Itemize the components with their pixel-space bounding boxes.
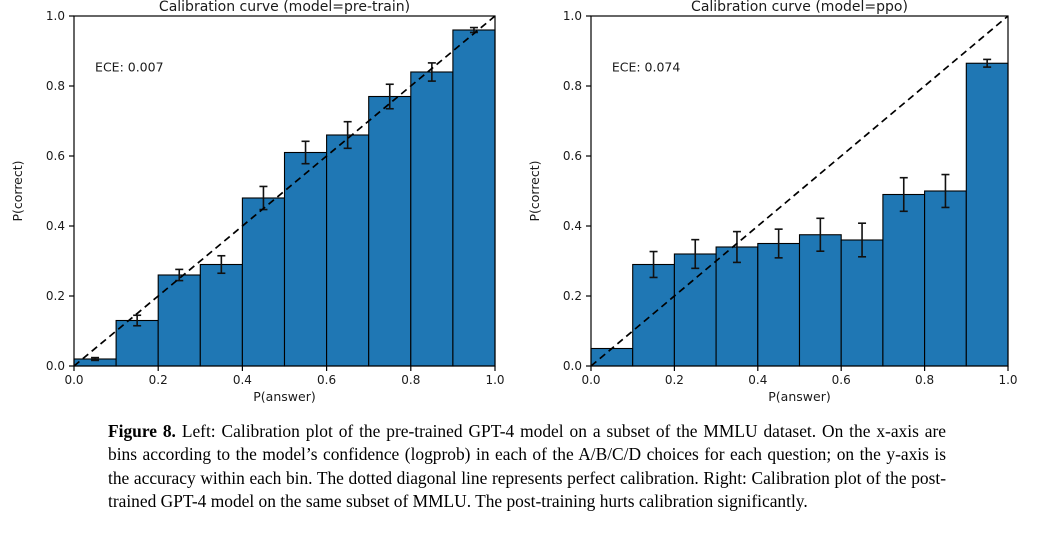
bar — [673, 253, 717, 367]
chart-title: Calibration curve (model=ppo) — [691, 0, 908, 15]
y-tick-label: 1.0 — [563, 9, 582, 23]
y-tick-label: 0.6 — [563, 149, 582, 163]
bar — [241, 197, 286, 367]
y-tick-label: 0.0 — [46, 359, 65, 373]
x-tick-label: 1.0 — [998, 373, 1017, 387]
bar — [199, 263, 243, 367]
y-tick-label: 0.2 — [563, 289, 582, 303]
figure-caption-text: Left: Calibration plot of the pre-traine… — [108, 421, 946, 512]
bar — [368, 95, 412, 367]
bar — [326, 134, 370, 367]
bar — [798, 234, 842, 367]
y-tick-label: 0.6 — [46, 149, 65, 163]
figure-caption: Figure 8. Left: Calibration plot of the … — [108, 420, 946, 514]
y-axis-label: P(correct) — [10, 160, 25, 221]
y-tick-label: 1.0 — [46, 9, 65, 23]
bar — [590, 347, 634, 367]
x-tick-label: 0.6 — [832, 373, 851, 387]
x-tick-label: 0.2 — [149, 373, 168, 387]
bar — [632, 263, 675, 367]
perfect-calibration-line — [590, 15, 1009, 367]
bar — [452, 29, 496, 367]
ece-annotation: ECE: 0.007 — [95, 59, 164, 74]
plot-border — [590, 15, 1009, 367]
y-axis-label: P(correct) — [527, 160, 542, 221]
x-tick-label: 0.8 — [915, 373, 934, 387]
bar — [157, 274, 201, 367]
calibration-chart-ppo-svg: 0.0 0.2 0.4 0.6 0.8 1.0 0.0 0.2 0.4 0.6 0.8 1.0 Cali… — [527, 0, 1018, 404]
bar — [924, 190, 967, 367]
x-tick-label: 0.0 — [581, 373, 600, 387]
bar — [757, 242, 801, 367]
calibration-chart-pretrain: 0.0 0.2 0.4 0.6 0.8 1.0 0.0 0.2 0.4 0.6 0.8 1.0 Cali… — [0, 0, 527, 412]
bar — [882, 193, 926, 367]
calibration-chart-pretrain-svg: 0.0 0.2 0.4 0.6 0.8 1.0 0.0 0.2 0.4 0.6 0.8 1.0 Cali… — [10, 0, 505, 404]
bar — [715, 246, 759, 367]
x-tick-label: 0.0 — [64, 373, 83, 387]
y-tick-label: 0.8 — [46, 79, 65, 93]
y-tick-label: 0.4 — [563, 219, 582, 233]
x-tick-label: 0.6 — [317, 373, 336, 387]
x-tick-label: 0.8 — [401, 373, 420, 387]
x-tick-label: 0.4 — [233, 373, 252, 387]
ece-annotation: ECE: 0.074 — [612, 59, 681, 74]
x-tick-label: 0.4 — [748, 373, 767, 387]
y-tick-label: 0.2 — [46, 289, 65, 303]
y-tick-label: 0.4 — [46, 219, 65, 233]
bar — [965, 62, 1009, 367]
x-tick-label: 0.2 — [665, 373, 684, 387]
bar — [410, 71, 454, 367]
bar — [115, 319, 159, 367]
y-tick-label: 0.0 — [563, 359, 582, 373]
y-tick-label: 0.8 — [563, 79, 582, 93]
figure-caption-label: Figure 8. — [108, 421, 176, 441]
chart-title: Calibration curve (model=pre-train) — [159, 0, 410, 15]
x-tick-label: 1.0 — [485, 373, 504, 387]
bar — [840, 239, 884, 367]
x-axis-label: P(answer) — [253, 389, 315, 404]
bar — [283, 151, 328, 367]
calibration-chart-ppo: 0.0 0.2 0.4 0.6 0.8 1.0 0.0 0.2 0.4 0.6 0.8 1.0 Cali… — [527, 0, 1054, 412]
x-axis-label: P(answer) — [768, 389, 830, 404]
plot-border — [73, 15, 496, 367]
